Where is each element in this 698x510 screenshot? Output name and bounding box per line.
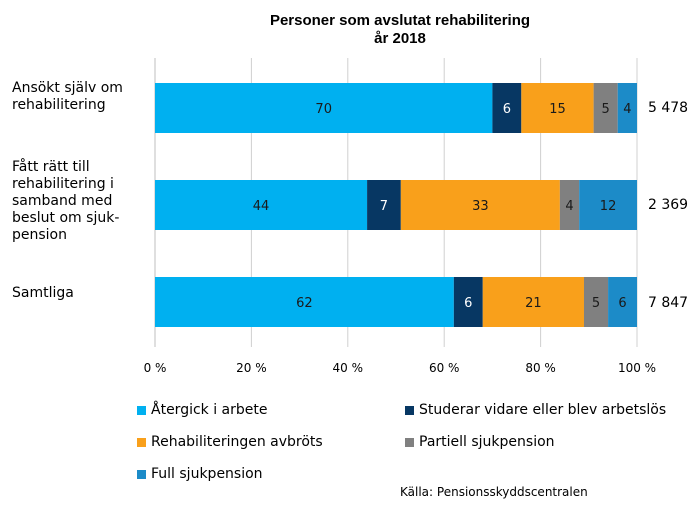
legend-swatch [137,405,146,415]
bar-segment [492,83,522,133]
category-label-line: samband med [12,193,113,209]
category-label-line: Samtliga [12,285,74,301]
bar-segment [155,83,493,133]
chart-title-line-1: Personer som avslutat rehabilitering [269,12,531,29]
source-note: Källa: Pensionsskyddscentralen [400,485,588,499]
legend-swatch [405,437,414,447]
legend-item-2: Studerar vidare eller blev arbetslös [405,402,666,418]
bar-segment [608,277,637,327]
category-label-3: Samtliga [12,285,152,302]
category-label-line: Fått rätt till [12,159,90,175]
chart-title-line-2: år 2018 [374,30,426,47]
legend-label: Partiell sjukpension [419,434,555,450]
bar-segment [155,180,368,230]
legend-item-1: Återgick i arbete [137,402,268,418]
bar-segment [559,180,580,230]
legend-swatch [137,469,146,479]
category-label-line: pension [12,227,67,243]
category-label-line: rehabilitering [12,97,106,113]
data-label: 4 [623,102,631,117]
category-label-2: Fått rätt till rehabilitering i samband … [12,159,152,244]
data-label: 6 [503,102,511,117]
bar-segment [617,83,637,133]
bar-segment [400,180,560,230]
data-label: 44 [253,199,270,214]
data-label: 21 [525,296,542,311]
data-label: 6 [464,296,472,311]
category-label-1: Ansökt själv om rehabilitering [12,80,152,114]
data-label: 70 [315,102,332,117]
bar-segment [482,277,584,327]
x-tick-label: 0 % [144,361,167,375]
category-label-line: rehabilitering i [12,176,114,192]
bar-segment [583,277,609,327]
data-label: 7 [380,199,388,214]
legend-label: Full sjukpension [151,466,263,482]
x-tick-label: 80 % [525,361,556,375]
category-label-line: Ansökt själv om [12,80,123,96]
data-label: 6 [618,296,626,311]
legend-label: Rehabiliteringen avbröts [151,434,323,450]
legend-item-4: Partiell sjukpension [405,434,555,450]
bar-segment [367,180,401,230]
data-label: 5 [592,296,600,311]
data-label: 62 [296,296,313,311]
data-label: 33 [472,199,489,214]
legend-item-5: Full sjukpension [137,466,263,482]
legend-swatch [405,405,414,415]
x-tick-label: 20 % [236,361,267,375]
x-tick-label: 40 % [333,361,364,375]
category-label-line: beslut om sjuk- [12,210,120,226]
total-label-1: 5 478 [648,100,689,116]
bar-segment [155,277,454,327]
total-label-2: 2 369 [648,197,689,213]
bar-segment [453,277,483,327]
x-tick-label: 100 % [618,361,656,375]
data-label: 4 [565,199,573,214]
data-label: 12 [600,199,617,214]
legend-item-3: Rehabiliteringen avbröts [137,434,323,450]
bar-segment [579,180,637,230]
bar-segment [593,83,618,133]
x-tick-label: 60 % [429,361,460,375]
data-label: 5 [602,102,610,117]
total-label-3: 7 847 [648,295,689,311]
legend-label: Studerar vidare eller blev arbetslös [419,402,667,418]
data-label: 15 [549,102,566,117]
bar-segment [521,83,594,133]
chart-title: Personer som avslutat rehabilitering år … [150,12,650,48]
legend-label: Återgick i arbete [151,402,268,418]
legend-swatch [137,437,146,447]
